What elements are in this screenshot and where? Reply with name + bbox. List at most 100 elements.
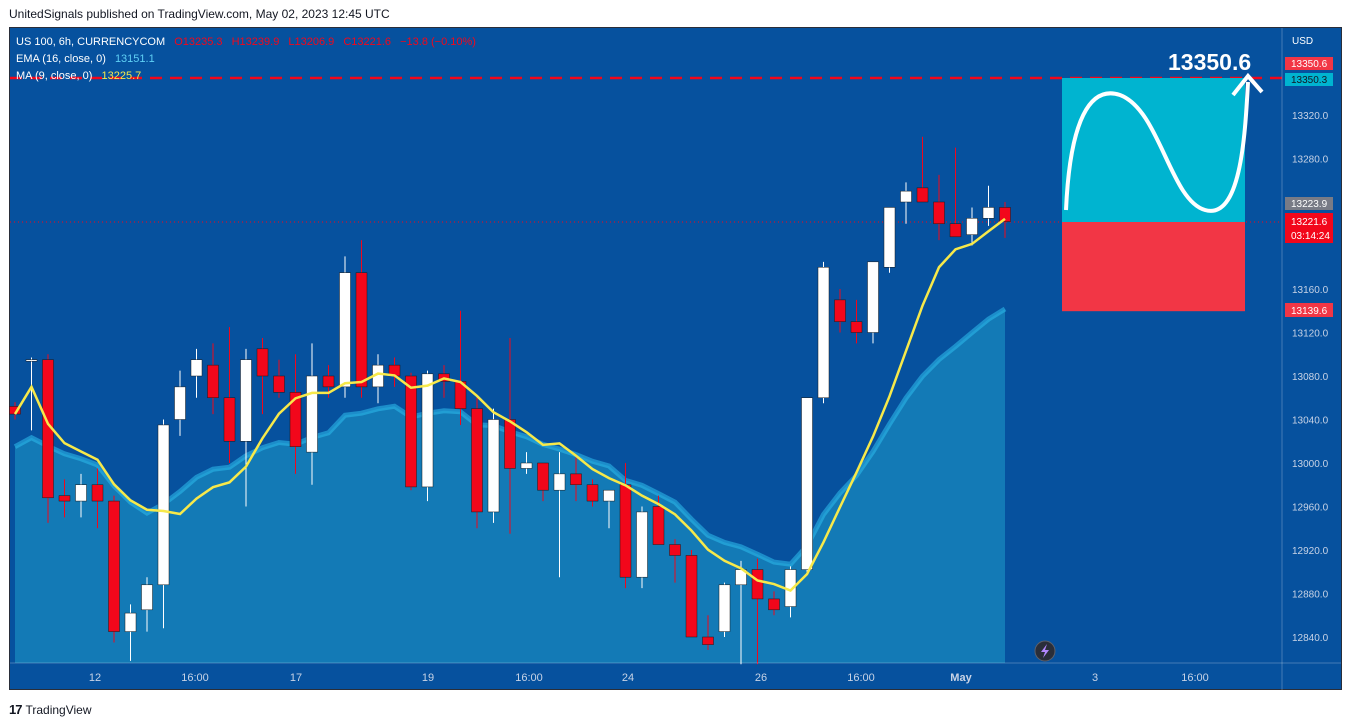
candle-body (355, 272, 368, 388)
candle-body (817, 267, 830, 398)
candle-body (586, 484, 599, 502)
price-tick-label: 13080.0 (1292, 372, 1329, 383)
candle (256, 337, 269, 415)
candle-body (273, 375, 285, 393)
candle (25, 357, 38, 431)
ma-path (13, 217, 1006, 592)
close-price-tag (1285, 213, 1333, 243)
target-annotation-text: 13350.6 (1168, 49, 1251, 75)
candle-body (504, 419, 516, 469)
candle-body (801, 397, 813, 570)
candle-body (157, 424, 170, 586)
candle (339, 256, 351, 398)
projection-annotation: 13350.6 (1064, 49, 1264, 213)
candle-body (652, 506, 665, 545)
candle-body (669, 544, 681, 556)
candle-body (867, 261, 879, 333)
candle-body (256, 348, 269, 377)
candle-body (718, 584, 731, 632)
replay-button[interactable] (1034, 640, 1056, 662)
time-tick-label: 3 (1092, 672, 1098, 684)
candle (966, 207, 978, 246)
candle-body (900, 190, 912, 203)
candle (702, 615, 714, 651)
candle-body (25, 359, 38, 362)
candle (900, 182, 912, 224)
close-value: C13221.6 (343, 36, 392, 48)
candle-body (949, 223, 962, 238)
legend-symbol-row: US 100, 6h, CURRENCYCOM O13235.3 H13239.… (16, 36, 482, 49)
candle-body (306, 375, 318, 453)
price-tick-label: 12840.0 (1292, 633, 1329, 644)
candle (916, 136, 929, 203)
time-tick-label: 16:00 (847, 672, 875, 684)
candle (190, 348, 203, 398)
candle-body (421, 373, 434, 488)
candle (223, 327, 236, 463)
legend-ma-row[interactable]: MA (9, close, 0) 13225.7 (16, 70, 147, 83)
candle (850, 299, 863, 344)
candle (570, 457, 582, 502)
published-header: UnitedSignals published on TradingView.c… (9, 7, 390, 21)
candle (471, 397, 483, 529)
candle-body (685, 555, 698, 638)
candle-body (322, 375, 335, 388)
candle-body (223, 397, 236, 442)
candle (91, 468, 104, 529)
stop-zone (1062, 222, 1245, 312)
candle (487, 408, 500, 523)
candle (58, 479, 71, 518)
candle (801, 397, 813, 572)
candle-body (834, 299, 846, 322)
candle-body (850, 321, 863, 333)
candle (141, 577, 153, 632)
candle-body (75, 484, 87, 502)
candle-body (190, 359, 203, 377)
candle (75, 473, 87, 518)
candle (586, 479, 599, 507)
symbol-label[interactable]: US 100, 6h, CURRENCYCOM (16, 36, 166, 48)
price-tick-label: 13320.0 (1292, 111, 1329, 122)
stop-price-tag (1285, 303, 1333, 317)
candle (355, 240, 368, 398)
tradingview-logo-icon[interactable]: 17 (9, 702, 23, 717)
time-tick-label: 24 (622, 672, 634, 684)
lightning-icon (1041, 644, 1049, 658)
close-price-text: 13221.6 (1291, 217, 1328, 228)
candle-body (124, 612, 137, 632)
candle-body (966, 218, 978, 235)
usd-label: USD (1292, 36, 1313, 47)
footer-brand[interactable]: TradingView (25, 702, 92, 717)
candle (834, 289, 846, 333)
candle (454, 310, 467, 425)
high-value: H13239.9 (231, 36, 280, 48)
last-bid-tag (1285, 197, 1333, 210)
time-tick-label: 19 (422, 672, 434, 684)
change-value: −13.8 (−0.10%) (400, 36, 476, 48)
candle (553, 452, 566, 578)
candle-body (751, 569, 764, 600)
price-axis-labels: USD 13350.6 13350.3 13223.9 13221.6 03:1… (1285, 36, 1333, 317)
candle-body (58, 495, 71, 502)
ma-label: MA (9, close, 0) (16, 70, 93, 82)
legend-ema-row[interactable]: EMA (16, close, 0) 13151.1 (16, 53, 161, 66)
candle-body (619, 484, 632, 578)
candle-body (982, 207, 995, 219)
candle (768, 591, 780, 616)
candle-body (108, 500, 120, 632)
candle (751, 558, 764, 665)
candle (388, 357, 401, 387)
last-bid-text: 13223.9 (1291, 199, 1328, 210)
time-tick-label: 16:00 (1181, 672, 1209, 684)
candle (174, 370, 186, 436)
low-value: L13206.9 (288, 36, 335, 48)
candle (520, 452, 533, 474)
price-tick-label: 12960.0 (1292, 503, 1329, 514)
candle (108, 495, 120, 643)
candle-body (520, 462, 533, 469)
candle (817, 261, 830, 404)
time-tick-label: 16:00 (181, 672, 209, 684)
time-tick-label: 12 (89, 672, 101, 684)
candle-body (240, 359, 252, 442)
